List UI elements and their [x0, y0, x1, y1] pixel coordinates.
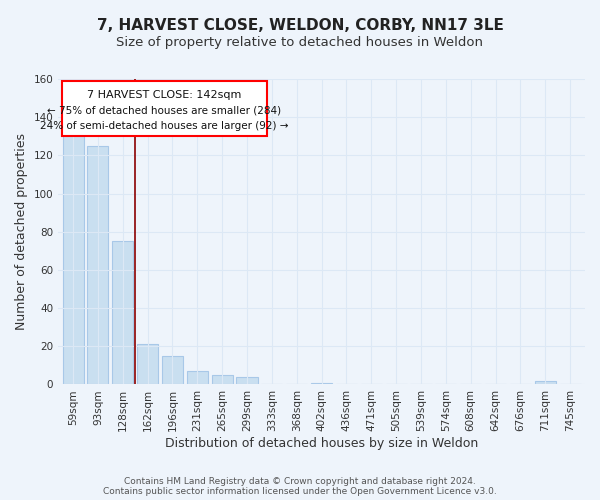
- Bar: [212, 375, 233, 384]
- Text: Size of property relative to detached houses in Weldon: Size of property relative to detached ho…: [116, 36, 484, 49]
- Bar: [137, 344, 158, 385]
- Bar: [187, 371, 208, 384]
- Text: ← 75% of detached houses are smaller (284): ← 75% of detached houses are smaller (28…: [47, 106, 281, 116]
- Text: 7, HARVEST CLOSE, WELDON, CORBY, NN17 3LE: 7, HARVEST CLOSE, WELDON, CORBY, NN17 3L…: [97, 18, 503, 32]
- Bar: [162, 356, 183, 384]
- Bar: [62, 132, 83, 384]
- Text: 24% of semi-detached houses are larger (92) →: 24% of semi-detached houses are larger (…: [40, 122, 289, 132]
- Text: 7 HARVEST CLOSE: 142sqm: 7 HARVEST CLOSE: 142sqm: [87, 90, 242, 100]
- Bar: [236, 377, 257, 384]
- Bar: [112, 242, 133, 384]
- Bar: [311, 382, 332, 384]
- Bar: [535, 380, 556, 384]
- Bar: [88, 146, 109, 384]
- Text: Contains HM Land Registry data © Crown copyright and database right 2024.: Contains HM Land Registry data © Crown c…: [124, 476, 476, 486]
- FancyBboxPatch shape: [62, 81, 267, 136]
- X-axis label: Distribution of detached houses by size in Weldon: Distribution of detached houses by size …: [165, 437, 478, 450]
- Y-axis label: Number of detached properties: Number of detached properties: [15, 133, 28, 330]
- Text: Contains public sector information licensed under the Open Government Licence v3: Contains public sector information licen…: [103, 486, 497, 496]
